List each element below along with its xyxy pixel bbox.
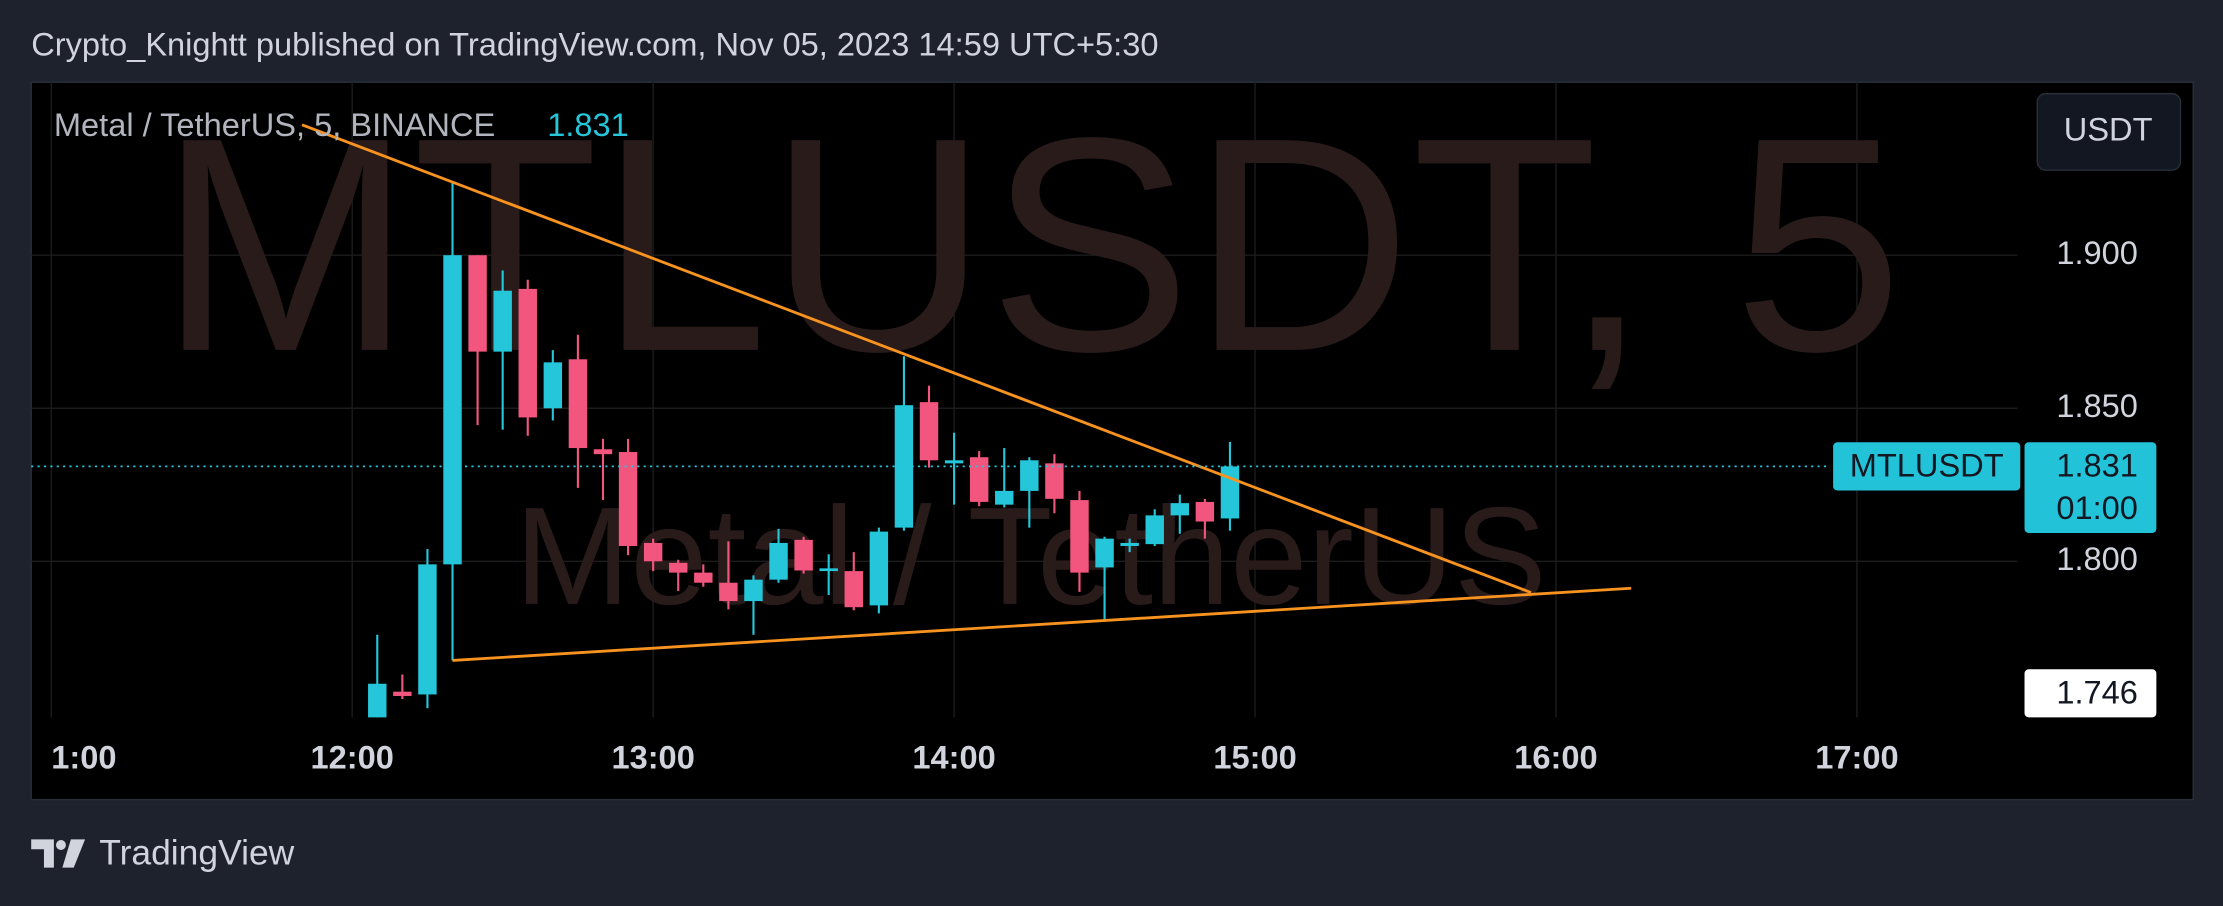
candle-body	[618, 452, 638, 546]
legend-symbol: Metal / TetherUS, 5, BINANCE	[54, 106, 495, 143]
header: Crypto_Knightt published on TradingView.…	[31, 25, 1158, 62]
candle-body	[869, 531, 889, 606]
candle-body	[1170, 503, 1190, 516]
y-tick-label: 1.900	[2056, 234, 2138, 271]
candle-body	[643, 542, 663, 562]
x-tick-label: 15:00	[1213, 739, 1296, 776]
symbol-label: MTLUSDT	[1850, 446, 2004, 483]
candle-body	[393, 691, 412, 696]
candle-body	[969, 457, 989, 502]
candle-body	[719, 582, 738, 602]
candle-body	[819, 568, 838, 572]
x-tick-label: 17:00	[1815, 739, 1898, 776]
chart-panel	[30, 81, 2194, 801]
candle-body	[1095, 538, 1114, 568]
candle-body	[568, 359, 588, 449]
x-tick-label: 12:00	[311, 739, 394, 776]
y-tick-label: 1.800	[2056, 540, 2138, 577]
candle-body	[518, 288, 537, 418]
trendline	[452, 586, 1632, 662]
price-label-box	[2024, 442, 2157, 534]
trendline	[301, 123, 1532, 594]
candle-body	[669, 562, 688, 573]
y-tick-label: 1.850	[2056, 387, 2138, 424]
grid	[31, 82, 2018, 718]
candle-body	[794, 539, 813, 571]
price-label: 1.831	[2056, 446, 2138, 483]
x-tick-label: 13:00	[611, 739, 694, 776]
candle-body	[1070, 500, 1089, 573]
x-tick-label: 14:00	[912, 739, 995, 776]
candle-body	[1120, 542, 1139, 546]
candle-body	[919, 402, 939, 461]
candle-body	[443, 255, 462, 565]
candle-body	[1020, 460, 1039, 491]
candle-body	[944, 460, 964, 464]
marks	[301, 123, 1632, 718]
countdown-label: 01:00	[2056, 489, 2138, 526]
candle-body	[995, 490, 1014, 505]
candle-body	[493, 290, 512, 352]
candle-body	[1195, 501, 1215, 522]
low-label: 1.746	[2056, 673, 2138, 710]
candle-body	[418, 564, 437, 695]
low-label-box	[2024, 669, 2157, 718]
x-tick-label: 1:00	[51, 739, 116, 776]
candle-body	[894, 405, 914, 528]
candle-body	[593, 449, 613, 455]
brand-logo	[31, 839, 86, 868]
candle-body	[744, 579, 763, 602]
currency-button[interactable]	[2036, 92, 2182, 171]
x-tick-label: 16:00	[1514, 739, 1597, 776]
brand-name: TradingView	[99, 832, 294, 872]
watermark-name: Metal / TetherUS	[515, 479, 1547, 634]
candle-body	[543, 362, 563, 409]
candle-body	[368, 683, 387, 718]
candle-body	[844, 571, 863, 608]
candle-body	[468, 255, 487, 352]
legend-price: 1.831	[547, 106, 629, 143]
candle-body	[769, 542, 788, 580]
currency-label[interactable]: USDT	[2064, 110, 2153, 147]
candle-body	[694, 572, 713, 583]
candle-body	[1045, 463, 1064, 499]
candle-body	[1145, 515, 1164, 545]
symbol-label-box	[1833, 442, 2021, 491]
